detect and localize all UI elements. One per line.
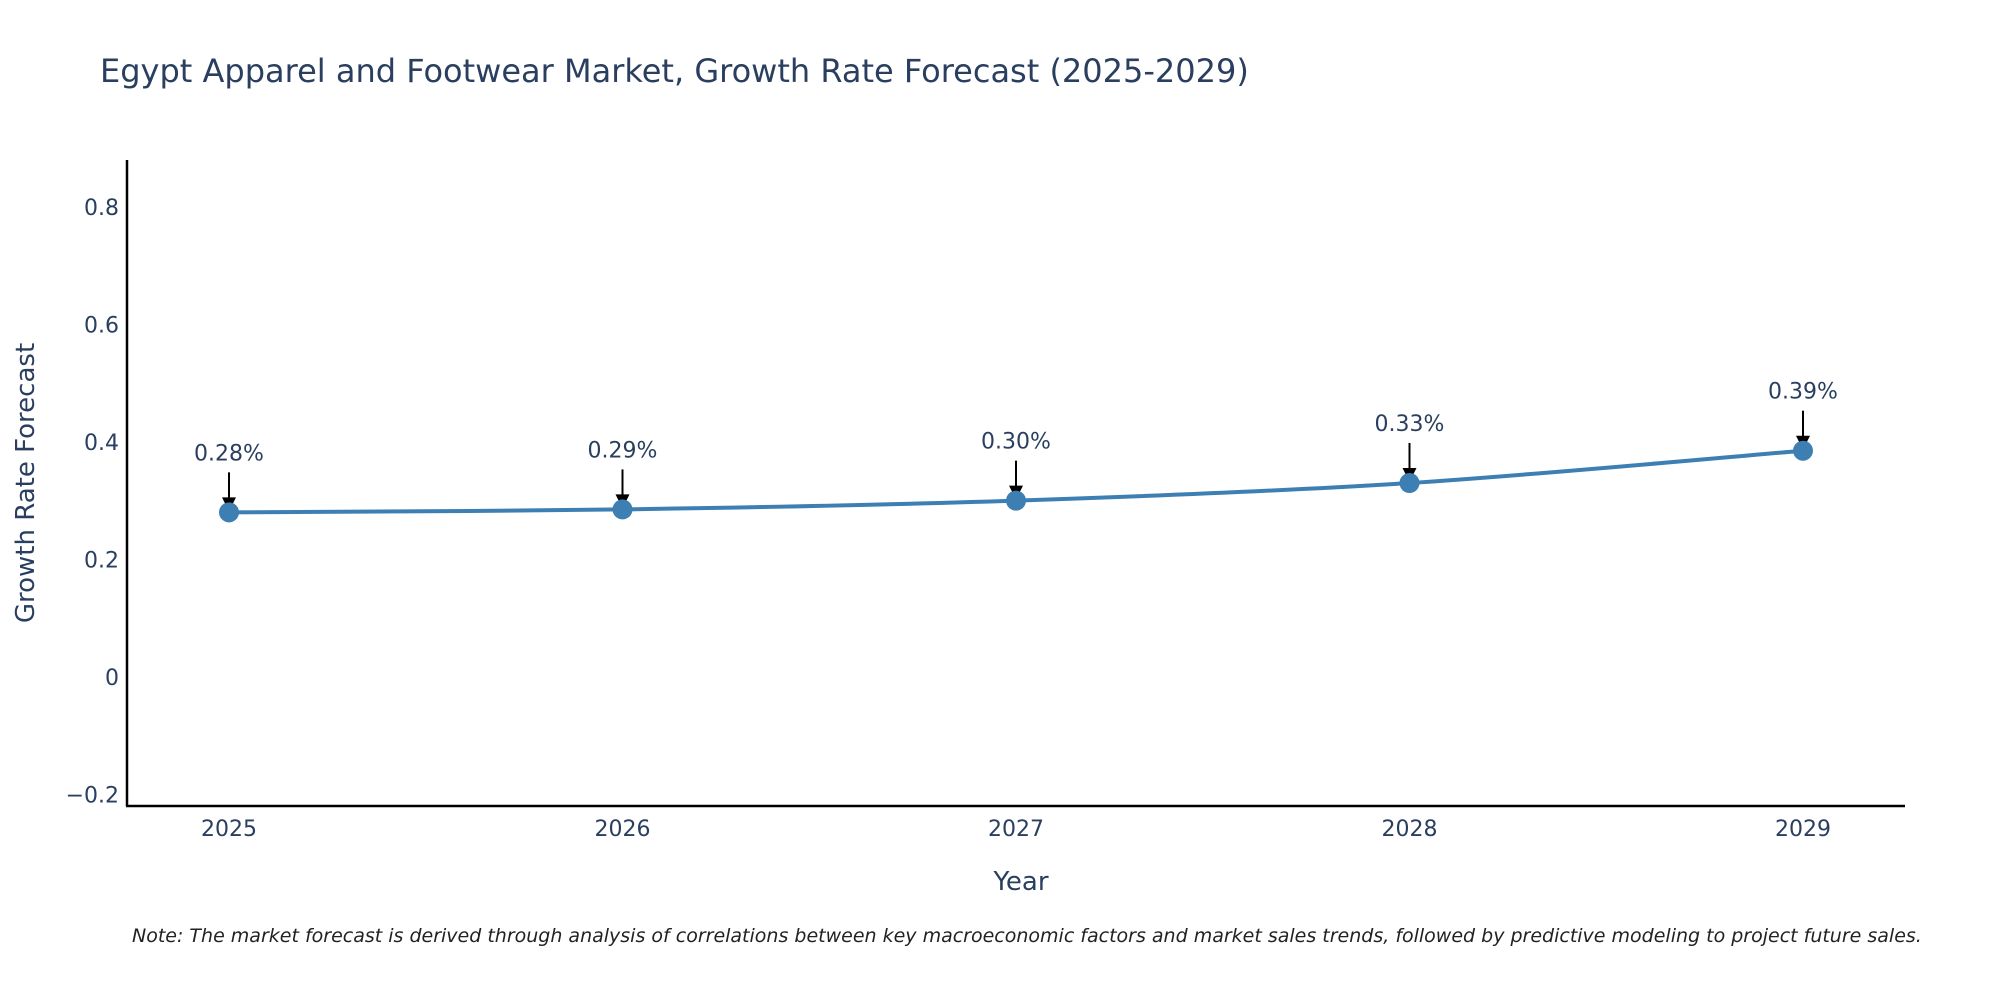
y-axis-title: Growth Rate Forecast xyxy=(11,343,41,623)
x-tick-label: 2029 xyxy=(1775,817,1831,842)
data-point xyxy=(1399,473,1420,493)
data-point xyxy=(219,502,239,523)
data-label: 0.29% xyxy=(588,438,658,463)
y-tick-label: 0.4 xyxy=(84,431,119,456)
data-point xyxy=(1006,490,1026,511)
x-tick-label: 2027 xyxy=(988,817,1044,842)
data-points xyxy=(219,440,1813,523)
data-label: 0.30% xyxy=(981,430,1051,455)
y-tick-label: −0.2 xyxy=(66,783,119,808)
y-tick-label: 0.8 xyxy=(84,196,119,221)
data-point xyxy=(612,499,633,520)
x-axis-ticks: 2025 2026 2027 2028 2029 xyxy=(201,817,1831,842)
y-axis-ticks: −0.2 0 0.2 0.4 0.6 0.8 xyxy=(66,196,119,808)
x-axis-title: Year xyxy=(992,867,1048,897)
data-point xyxy=(1793,440,1813,461)
x-tick-label: 2028 xyxy=(1382,817,1438,842)
x-tick-label: 2025 xyxy=(201,817,257,842)
y-tick-label: 0.6 xyxy=(84,313,119,338)
x-tick-label: 2026 xyxy=(595,817,651,842)
footnote: Note: The market forecast is derived thr… xyxy=(132,925,1922,947)
y-tick-label: 0.2 xyxy=(84,548,119,573)
data-annotations: 0.28% 0.29% 0.30% 0.33% 0.39% xyxy=(194,380,1838,512)
data-label: 0.28% xyxy=(194,441,264,466)
data-label: 0.39% xyxy=(1768,380,1838,405)
chart-title: Egypt Apparel and Footwear Market, Growt… xyxy=(100,52,1249,90)
y-tick-label: 0 xyxy=(105,666,119,691)
data-label: 0.33% xyxy=(1375,412,1445,437)
